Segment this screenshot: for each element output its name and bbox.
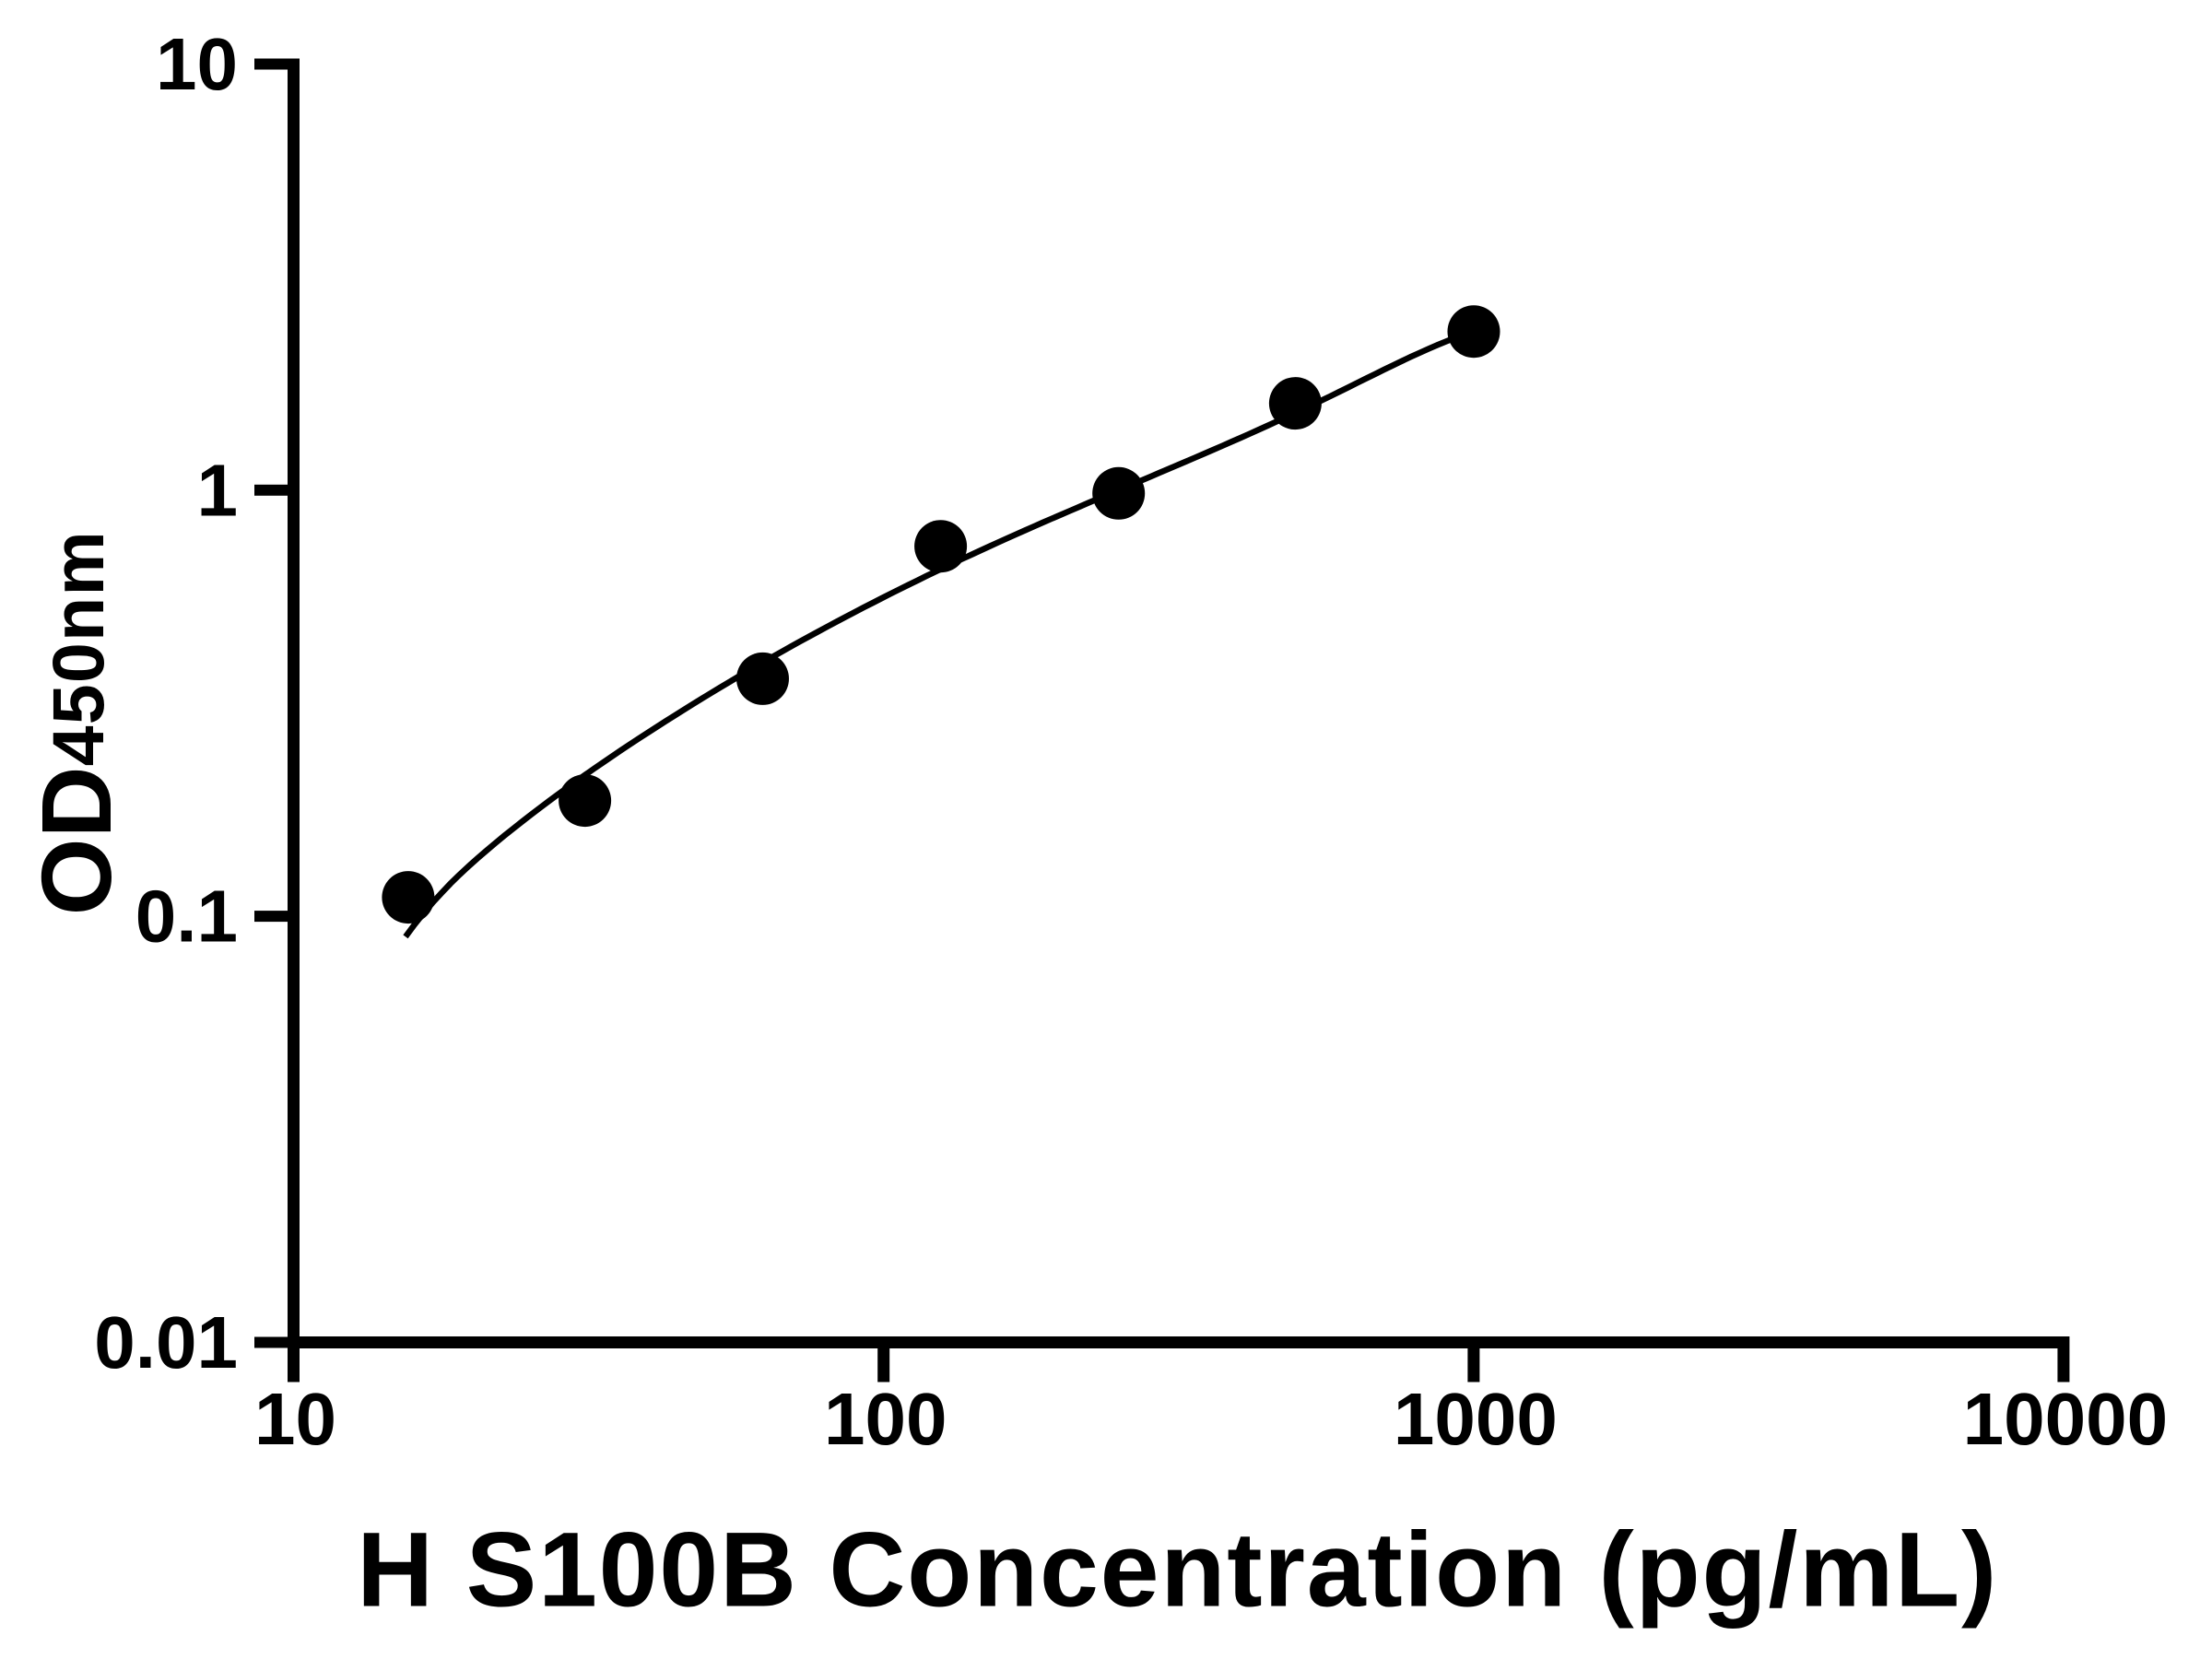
svg-text:1: 1 xyxy=(197,449,239,531)
svg-text:10: 10 xyxy=(254,1378,336,1460)
svg-text:H S100B Concentration (pg/mL): H S100B Concentration (pg/mL) xyxy=(357,1512,1998,1630)
svg-text:1000: 1000 xyxy=(1394,1378,1558,1460)
svg-text:OD450nm: OD450nm xyxy=(20,530,132,915)
svg-text:10000: 10000 xyxy=(1963,1378,2168,1460)
svg-text:100: 100 xyxy=(824,1378,947,1460)
svg-text:10: 10 xyxy=(156,23,238,105)
svg-text:0.1: 0.1 xyxy=(135,876,238,958)
svg-text:0.01: 0.01 xyxy=(94,1301,238,1383)
